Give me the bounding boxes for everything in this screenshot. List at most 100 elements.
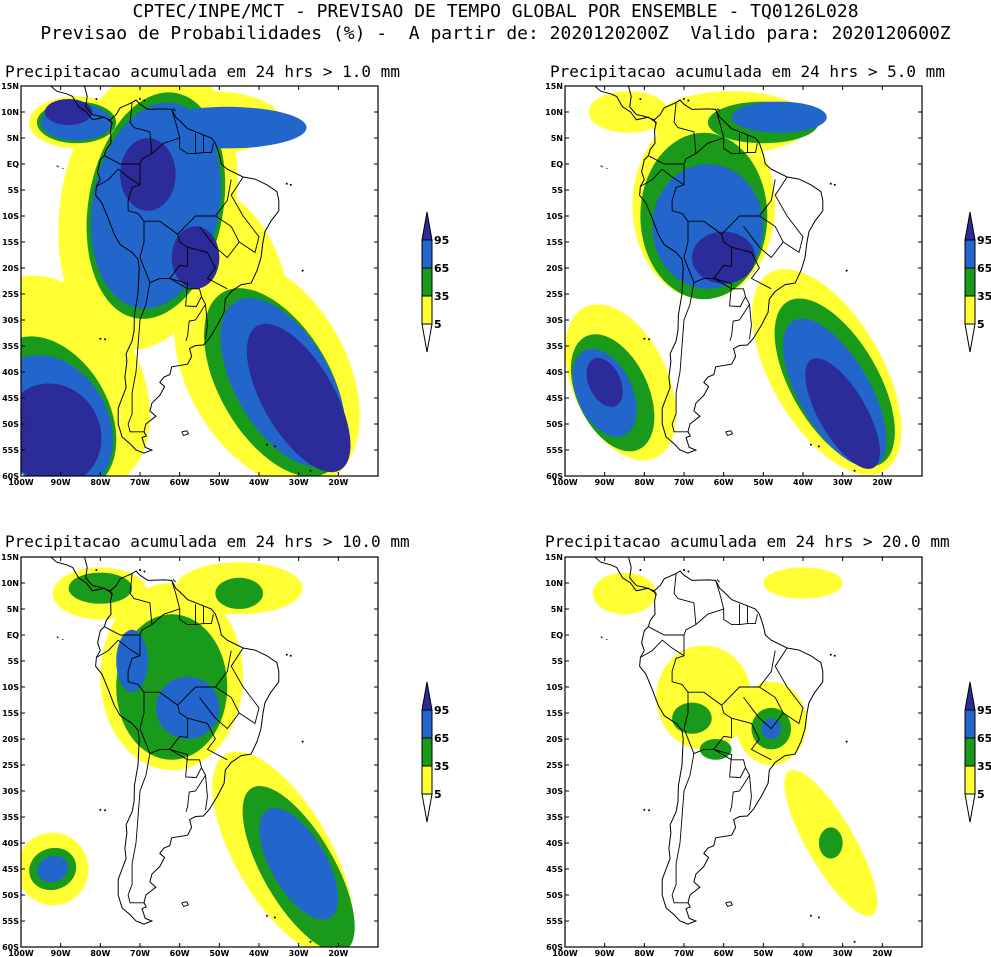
country-border-15 (230, 647, 260, 725)
island-dot-9 (289, 183, 292, 186)
island-5 (600, 165, 603, 168)
lat-label: 20S (2, 735, 19, 744)
island-6 (62, 167, 64, 170)
island-3 (716, 579, 721, 583)
colorbar-5 (964, 295, 976, 325)
colorbar-label: 95 (977, 234, 991, 247)
colorbar-label: 65 (977, 262, 991, 275)
country-border-10 (109, 590, 113, 597)
colorbar-65 (421, 709, 433, 739)
island-4 (181, 430, 190, 436)
country-border-9 (129, 573, 153, 625)
lon-label: 80W (634, 949, 654, 957)
field-c35-9 (68, 572, 133, 604)
island-dot-5 (817, 445, 820, 448)
island-dot-1 (643, 808, 646, 811)
island-dot-9 (833, 183, 836, 186)
lon-label: 90W (595, 949, 615, 957)
lat-label: 30S (546, 787, 563, 796)
country-border-16 (759, 650, 776, 688)
lon-label: 20W (872, 478, 892, 487)
field-c95-17 (246, 323, 351, 473)
lon-label: 90W (51, 478, 71, 487)
country-border-1 (640, 168, 685, 187)
country-border-5 (169, 748, 202, 778)
country-border-13 (743, 686, 784, 730)
island-dot-10 (143, 99, 146, 102)
field-c65-13 (37, 855, 69, 883)
panel-title-20mm: Precipitacao acumulada em 24 hrs > 20.0 … (545, 532, 950, 551)
island-dot-5 (273, 916, 276, 919)
lat-label: 10N (1, 579, 19, 588)
south-america-coastline (50, 557, 280, 925)
map-panel-1mm: 15N 10N 5N EQ 5S 10S 15S 20S 25S 30S 35S 40S 45S 50S 5… (1, 62, 449, 487)
map-panel-10mm: 15N 10N 5N EQ 5S 10S 15S 20S 25S 30S 35S 40S 45S 50S 5… (1, 553, 449, 957)
island-dot-3 (301, 269, 304, 272)
lon-label: 100W (552, 478, 578, 487)
island-4 (181, 901, 190, 907)
lat-label: 55S (2, 917, 19, 926)
lon-label: 70W (130, 478, 150, 487)
country-border-5 (169, 277, 202, 307)
island-dot-9 (833, 654, 836, 657)
colorbar-95-cap (964, 681, 976, 711)
lon-label: 100W (8, 478, 34, 487)
colorbar-35 (964, 737, 976, 767)
lat-label: 15S (2, 238, 19, 247)
lat-label: 30S (546, 316, 563, 325)
lat-label: 55S (546, 917, 563, 926)
lat-label: 60S (2, 472, 19, 481)
country-border-10 (109, 119, 113, 126)
country-border-17 (177, 686, 216, 706)
lat-label: 15S (546, 709, 563, 718)
lon-label: 50W (209, 949, 229, 957)
colorbar-label: 95 (977, 704, 991, 717)
colorbar-label: 95 (434, 234, 449, 247)
colorbar-35 (421, 737, 433, 767)
island-5 (56, 165, 59, 168)
lon-label: 60W (714, 949, 734, 957)
lon-label: 100W (8, 949, 34, 957)
island-dot-2 (648, 338, 651, 341)
colorbar-low-cap (964, 793, 976, 823)
lat-label: EQ (551, 160, 563, 169)
country-border-9 (129, 102, 153, 154)
island-dot-1 (99, 808, 102, 811)
colorbar-35 (964, 267, 976, 297)
colorbar: 95 65 35 5 (421, 681, 449, 823)
map-panel-20mm: 15N 10N 5N EQ 5S 10S 15S 20S 25S 30S 35S 40S 45S 50S 5… (545, 553, 991, 957)
field-c35-6 (672, 702, 712, 734)
colorbar-low-cap (421, 793, 433, 823)
lat-label: 40S (546, 839, 563, 848)
country-border-4 (127, 753, 151, 904)
country-border-7 (749, 775, 752, 811)
lat-label: 20S (546, 264, 563, 273)
lat-label: 60S (2, 943, 19, 952)
lat-label: EQ (551, 631, 563, 640)
colorbar-5 (964, 765, 976, 795)
map-frame (20, 556, 379, 948)
lat-label: 10N (1, 108, 19, 117)
colorbar-low-cap (964, 323, 976, 353)
island-1 (124, 62, 146, 68)
lon-label: 50W (753, 478, 773, 487)
country-border-8 (171, 109, 181, 139)
island-dot-11 (139, 569, 141, 571)
island-dot-11 (139, 98, 141, 100)
colorbar-65 (964, 239, 976, 269)
island-5 (56, 636, 59, 639)
lat-label: 10N (545, 579, 563, 588)
colorbar-65 (421, 239, 433, 269)
island-2 (698, 69, 702, 70)
colorbar-95-cap (421, 211, 433, 241)
island-dot-10 (143, 570, 146, 573)
field-c95-18 (120, 138, 176, 211)
island-dot-6 (809, 914, 812, 917)
field-c35-7 (818, 827, 843, 859)
lat-label: 25S (546, 761, 563, 770)
island-dot-0 (639, 569, 642, 571)
country-border-1 (640, 639, 685, 658)
colorbar-65 (964, 709, 976, 739)
island-dot-4 (285, 182, 288, 185)
